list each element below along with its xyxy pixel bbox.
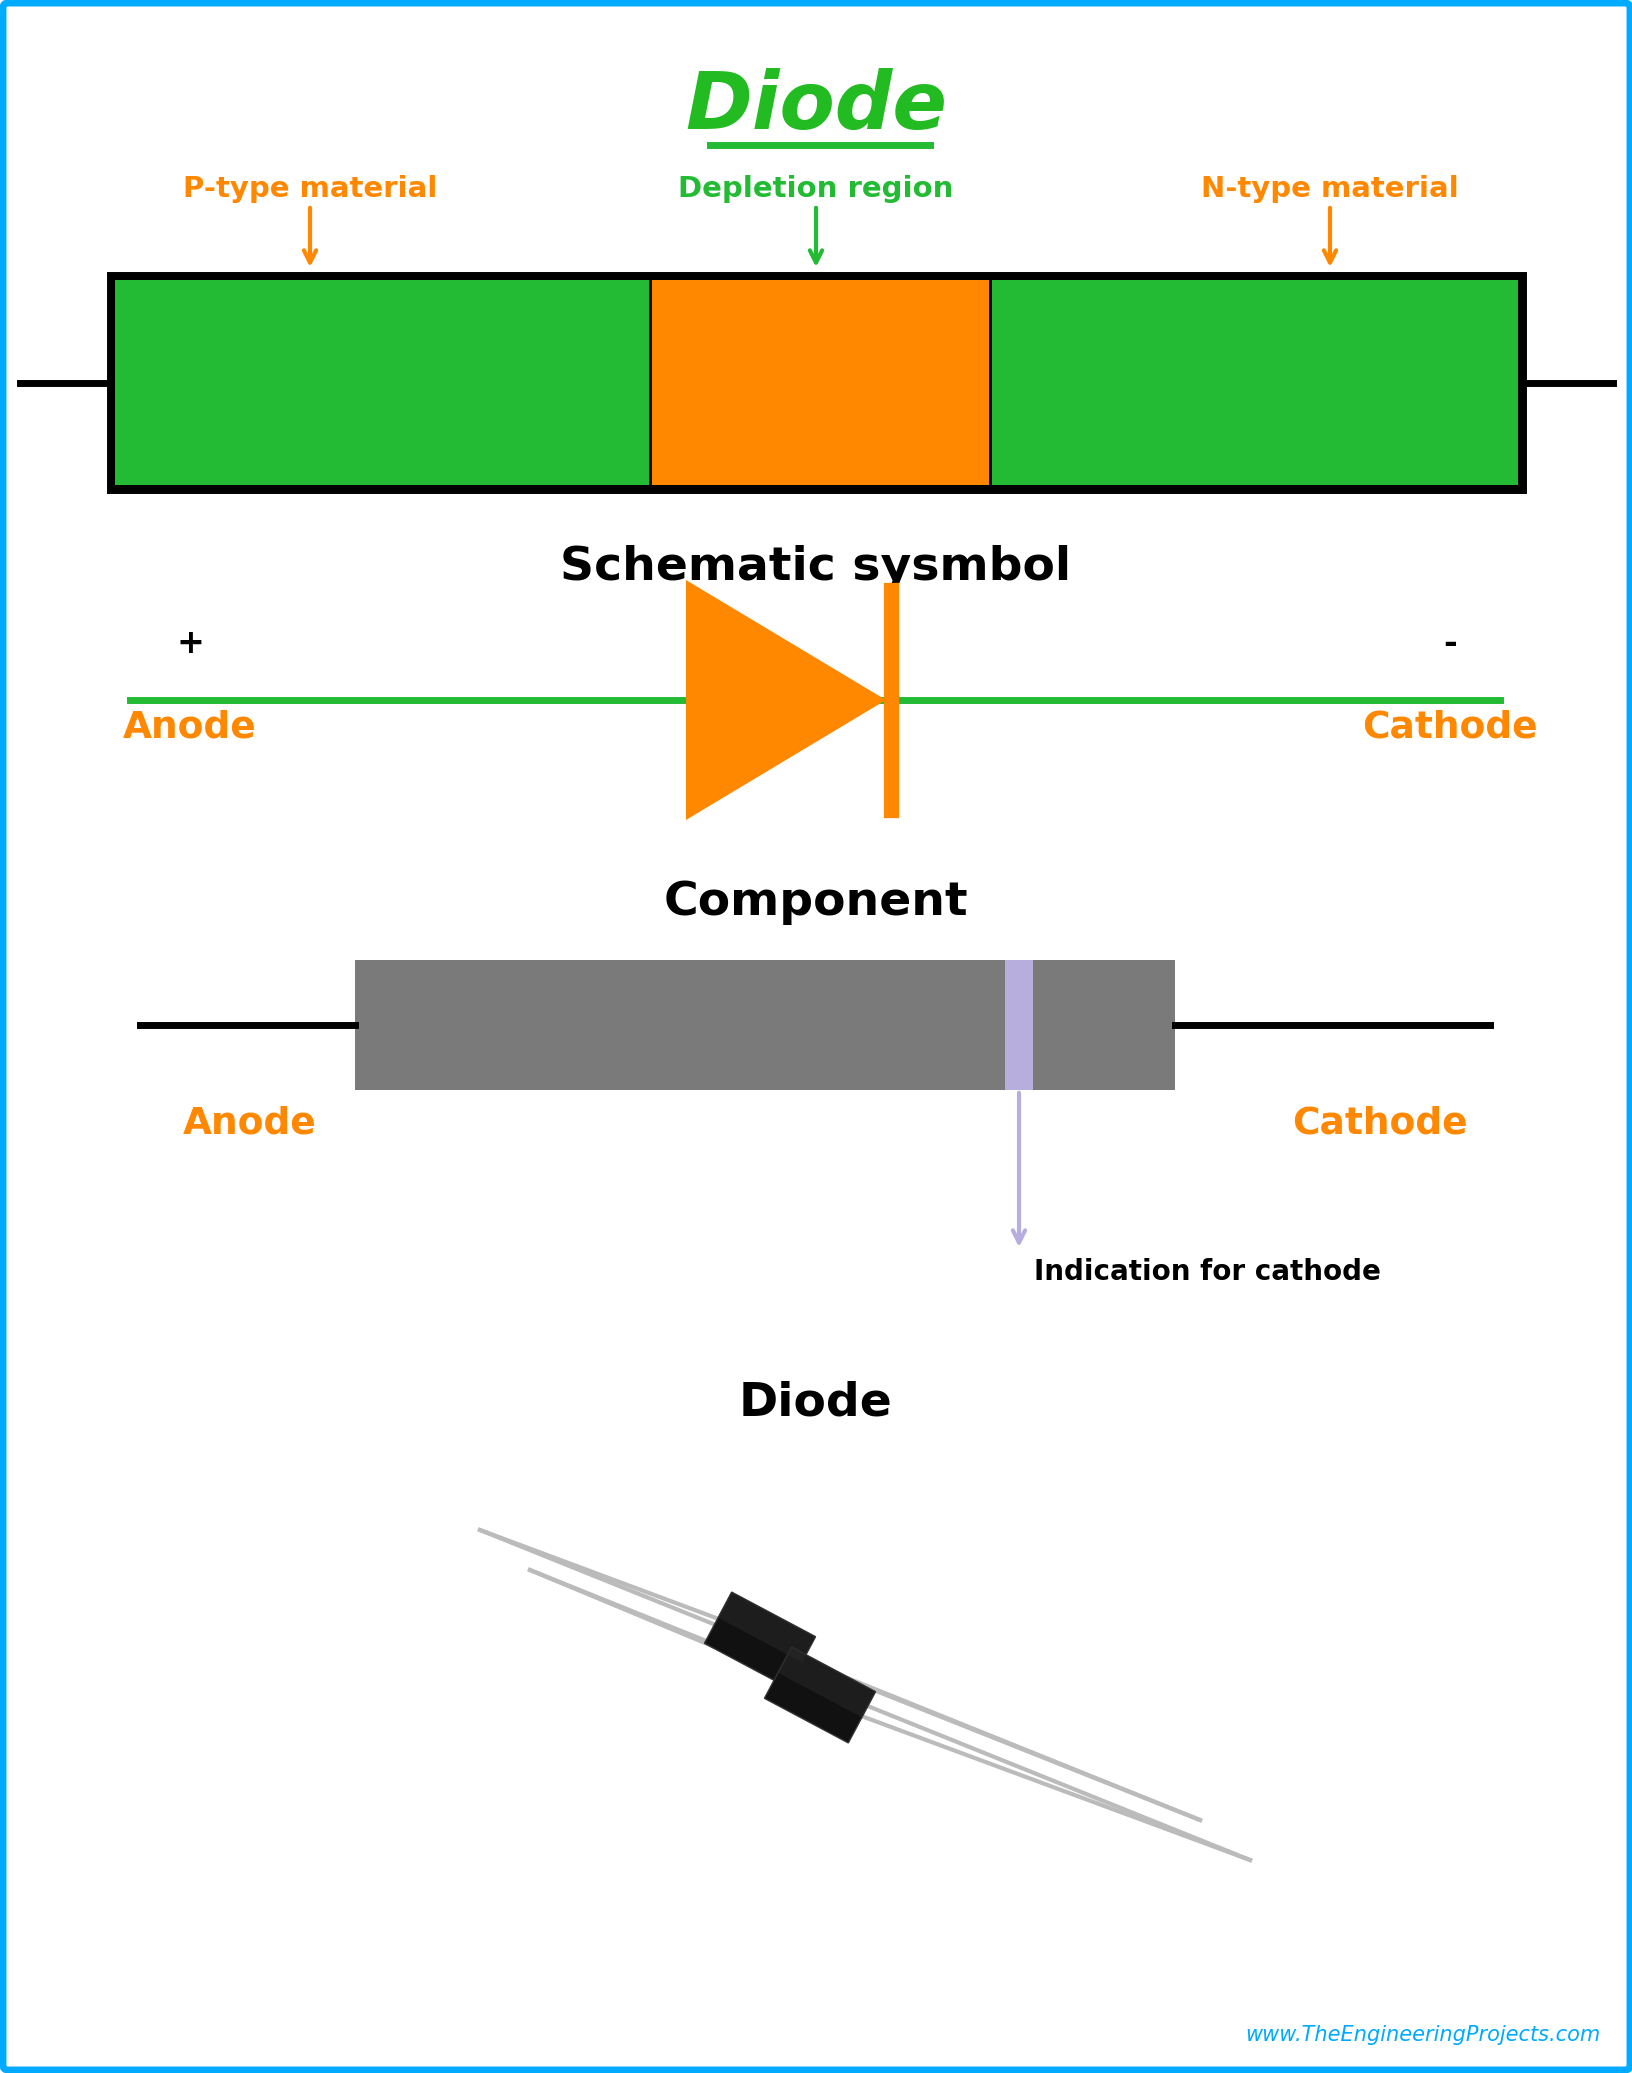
Polygon shape: [777, 1648, 875, 1716]
Polygon shape: [685, 580, 886, 821]
Text: N-type material: N-type material: [1201, 174, 1457, 203]
Text: Diode: Diode: [739, 1381, 893, 1424]
Polygon shape: [703, 1592, 814, 1687]
Text: Cathode: Cathode: [1291, 1105, 1467, 1140]
Bar: [109, 276, 1523, 489]
Bar: [354, 960, 1175, 1090]
Text: Anode: Anode: [122, 709, 256, 746]
Text: Diode: Diode: [684, 68, 947, 145]
Polygon shape: [718, 1592, 814, 1663]
Polygon shape: [764, 1648, 875, 1743]
Text: Schematic sysmbol: Schematic sysmbol: [560, 545, 1071, 591]
Text: Component: Component: [663, 881, 968, 925]
Bar: [650, 280, 989, 485]
Text: Depletion region: Depletion region: [677, 174, 953, 203]
Text: Anode: Anode: [183, 1105, 317, 1140]
Bar: [1004, 960, 1033, 1090]
Text: P-type material: P-type material: [183, 174, 437, 203]
Text: www.TheEngineeringProjects.com: www.TheEngineeringProjects.com: [1244, 2025, 1599, 2044]
Bar: [114, 280, 650, 485]
Text: Cathode: Cathode: [1361, 709, 1537, 746]
Text: +: +: [176, 626, 204, 659]
Text: Indication for cathode: Indication for cathode: [1033, 1258, 1381, 1285]
Bar: [989, 280, 1518, 485]
Text: -: -: [1443, 626, 1456, 659]
